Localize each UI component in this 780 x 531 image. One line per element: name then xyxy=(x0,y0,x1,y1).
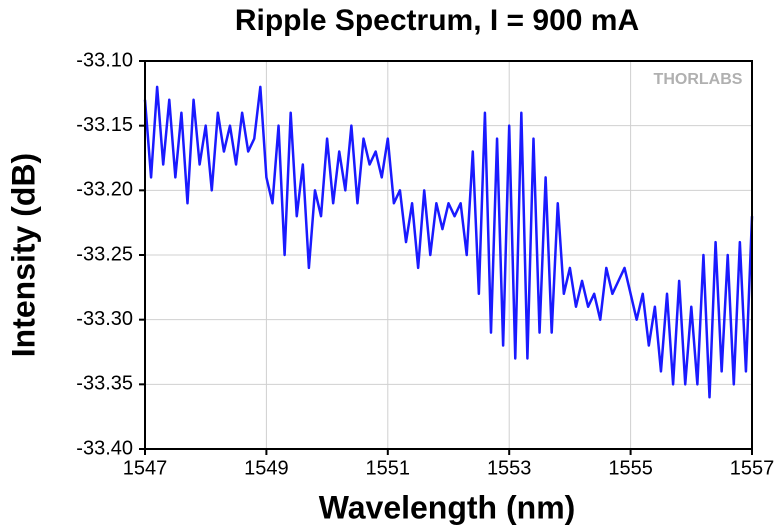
y-axis-label: Intensity (dB) xyxy=(5,153,41,357)
x-tick-label: 1557 xyxy=(730,457,775,479)
y-tick-label: -33.20 xyxy=(76,179,133,201)
data-line xyxy=(143,85,754,399)
watermark: THORLABS xyxy=(654,71,743,88)
y-tick-label: -33.30 xyxy=(76,308,133,330)
plot-frame xyxy=(144,60,753,450)
x-tick-label: 1553 xyxy=(487,457,532,479)
y-tick-label: -33.35 xyxy=(76,373,133,395)
x-tick-label: 1551 xyxy=(366,457,411,479)
x-tick-label: 1549 xyxy=(244,457,289,479)
y-tick-label: -33.10 xyxy=(76,49,133,71)
x-tick-label: 1547 xyxy=(123,457,168,479)
y-tick-label: -33.40 xyxy=(76,437,133,459)
x-tick-label: 1555 xyxy=(608,457,653,479)
y-tick-label: -33.25 xyxy=(76,243,133,265)
x-axis-label: Wavelength (nm) xyxy=(319,489,576,525)
chart-title: Ripple Spectrum, I = 900 mA xyxy=(235,4,639,37)
y-tick-label: -33.15 xyxy=(76,114,133,136)
